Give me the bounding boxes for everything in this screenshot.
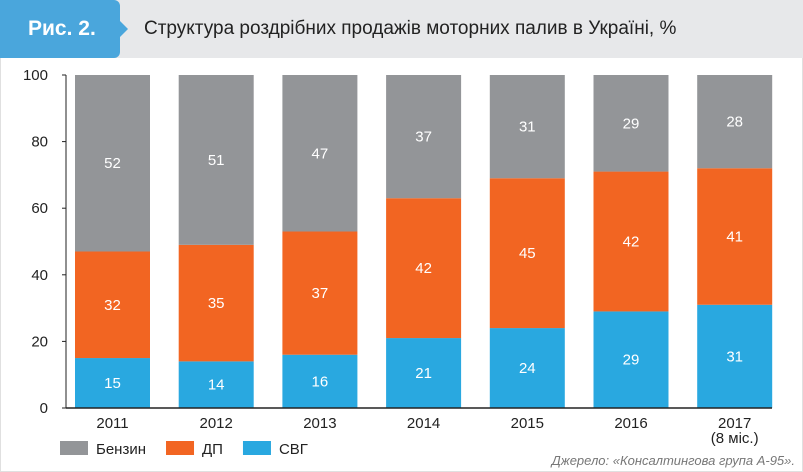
bar-segment	[75, 358, 150, 408]
data-label: 29	[623, 352, 640, 369]
data-label: 37	[312, 285, 329, 302]
bar-segment	[697, 304, 773, 408]
data-label: 24	[519, 360, 536, 377]
x-tick-label: 2017	[718, 415, 751, 432]
data-label: 15	[104, 375, 121, 392]
bar-segment	[178, 244, 254, 362]
data-label: 35	[208, 295, 225, 312]
data-label: 41	[726, 229, 743, 246]
x-tick-sublabel: (8 міс.)	[711, 430, 759, 447]
x-tick-label: 2012	[200, 415, 233, 432]
data-label: 16	[312, 373, 329, 390]
legend-swatch	[166, 441, 195, 455]
data-label: 29	[623, 115, 640, 132]
legend-label: Бензин	[96, 441, 146, 458]
bar-segment	[489, 178, 565, 329]
bar-segment	[75, 75, 150, 252]
y-tick-label: 100	[23, 67, 48, 84]
x-tick-label: 2015	[511, 415, 544, 432]
data-label: 42	[415, 260, 432, 277]
bar-segment	[697, 75, 773, 169]
x-tick-label: 2011	[96, 415, 128, 432]
y-tick-label: 60	[31, 200, 48, 217]
y-tick-label: 20	[31, 333, 48, 350]
bar-segment	[593, 75, 669, 172]
bar-segment	[75, 251, 150, 359]
bar-segment	[489, 328, 565, 408]
data-label: 14	[208, 377, 225, 394]
data-label: 21	[415, 365, 432, 382]
chart-header: Рис. 2. Структура роздрібних продажів мо…	[0, 0, 803, 58]
data-label: 45	[519, 245, 536, 262]
data-label: 31	[519, 119, 536, 136]
figure-badge: Рис. 2.	[0, 0, 128, 58]
bar-segment	[386, 198, 462, 339]
x-tick-label: 2013	[303, 415, 336, 432]
data-label: 28	[726, 114, 743, 131]
bar-segment	[282, 354, 358, 408]
bar-segment	[593, 311, 669, 408]
bar-segment	[386, 75, 462, 199]
source-note: Джерело: «Консалтингова група А-95».	[551, 453, 795, 468]
data-label: 47	[312, 145, 329, 162]
data-label: 31	[726, 348, 743, 365]
bar-segment	[697, 168, 773, 305]
data-label: 32	[104, 297, 121, 314]
x-tick-label: 2014	[407, 415, 440, 432]
bar-segment	[178, 75, 254, 245]
bar-segment	[489, 75, 565, 179]
data-label: 52	[104, 155, 121, 172]
data-label: 37	[415, 129, 432, 146]
legend-label: ДП	[202, 441, 223, 458]
y-tick-label: 0	[40, 400, 48, 417]
legend-label: СВГ	[279, 441, 308, 458]
bar-segment	[386, 338, 462, 408]
bar-segment	[282, 75, 358, 232]
chart-title: Структура роздрібних продажів моторних п…	[144, 18, 677, 39]
y-tick-label: 40	[31, 267, 48, 284]
x-tick-label: 2016	[614, 415, 647, 432]
y-tick-label: 80	[31, 134, 48, 151]
bar-segment	[593, 171, 669, 312]
bar-segment	[282, 231, 358, 355]
data-label: 42	[623, 234, 640, 251]
data-label: 51	[208, 152, 225, 169]
bar-segment	[178, 361, 254, 408]
legend-swatch	[242, 441, 271, 455]
legend-swatch	[60, 441, 88, 455]
